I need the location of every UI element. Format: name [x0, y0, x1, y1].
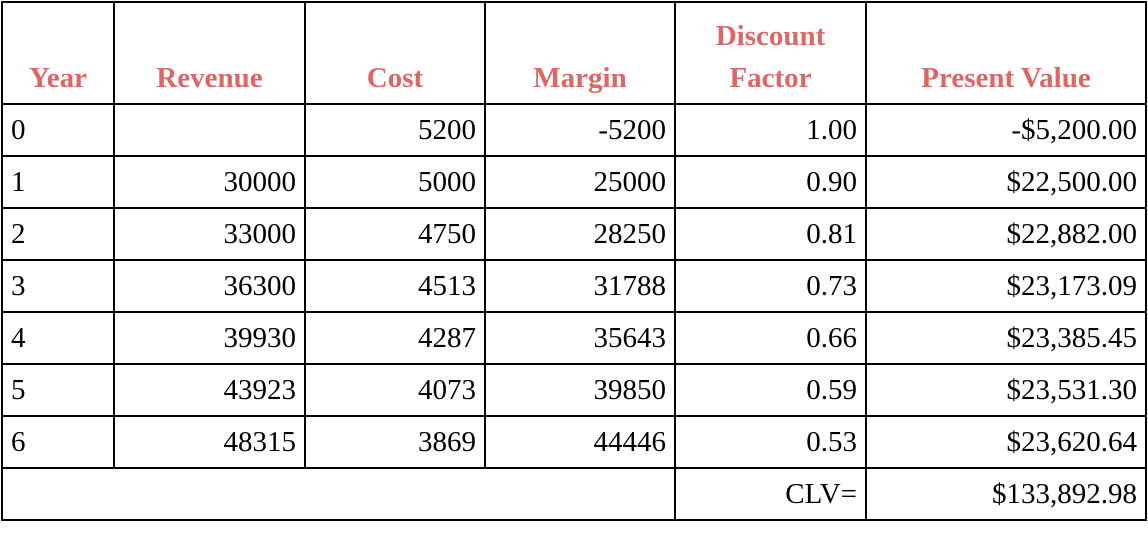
table-row: 6 48315 3869 44446 0.53 $23,620.64: [1, 415, 1147, 469]
table-cell: [113, 103, 306, 157]
table-cell: 30000: [113, 155, 306, 209]
total-label: CLV=: [674, 467, 867, 521]
table-cell: 0.81: [674, 207, 867, 261]
header-cell: Present Value: [865, 1, 1147, 105]
table-cell: 25000: [484, 155, 676, 209]
table-cell: 1: [1, 155, 115, 209]
table-cell: 4513: [304, 259, 486, 313]
table-row: 2 33000 4750 28250 0.81 $22,882.00: [1, 207, 1147, 261]
table-cell: 28250: [484, 207, 676, 261]
table-cell: $23,531.30: [865, 363, 1147, 417]
table-cell: $23,620.64: [865, 415, 1147, 469]
table-cell: 5200: [304, 103, 486, 157]
header-row: Year Revenue Cost Margin Discount Factor Pres…: [1, 1, 1147, 105]
table-cell: 0.59: [674, 363, 867, 417]
total-value: $133,892.98: [865, 467, 1147, 521]
table-cell: -$5,200.00: [865, 103, 1147, 157]
clv-table: Year Revenue Cost Margin Discount Factor Pres…: [1, 1, 1147, 521]
table-cell: 2: [1, 207, 115, 261]
total-row: CLV= $133,892.98: [1, 467, 1147, 521]
header-cell: Margin: [484, 1, 676, 105]
table-cell: 43923: [113, 363, 306, 417]
table-cell: 44446: [484, 415, 676, 469]
table-cell: 35643: [484, 311, 676, 365]
header-cell: Revenue: [113, 1, 306, 105]
table-cell: 0.66: [674, 311, 867, 365]
empty-cell: [1, 467, 676, 521]
table-row: 0 5200 -5200 1.00 -$5,200.00: [1, 103, 1147, 157]
table-cell: 48315: [113, 415, 306, 469]
header-cell: Discount Factor: [674, 1, 867, 105]
table-cell: 1.00: [674, 103, 867, 157]
table-cell: 0: [1, 103, 115, 157]
table-cell: $22,882.00: [865, 207, 1147, 261]
table-cell: 0.73: [674, 259, 867, 313]
table-cell: 36300: [113, 259, 306, 313]
header-cell: Cost: [304, 1, 486, 105]
table-cell: 0.90: [674, 155, 867, 209]
table-cell: 5000: [304, 155, 486, 209]
table-row: 1 30000 5000 25000 0.90 $22,500.00: [1, 155, 1147, 209]
table-cell: $23,173.09: [865, 259, 1147, 313]
table-row: 3 36300 4513 31788 0.73 $23,173.09: [1, 259, 1147, 313]
table-cell: 6: [1, 415, 115, 469]
header-cell: Year: [1, 1, 115, 105]
table-cell: $22,500.00: [865, 155, 1147, 209]
table-body: 0 5200 -5200 1.00 -$5,200.00 1 30000 5000 25000 0…: [1, 103, 1147, 521]
table-cell: 0.53: [674, 415, 867, 469]
table-row: 4 39930 4287 35643 0.66 $23,385.45: [1, 311, 1147, 365]
table-cell: 33000: [113, 207, 306, 261]
table-cell: 4: [1, 311, 115, 365]
table-cell: 4073: [304, 363, 486, 417]
table-cell: 3: [1, 259, 115, 313]
table-cell: 31788: [484, 259, 676, 313]
table-cell: 3869: [304, 415, 486, 469]
table-cell: 4750: [304, 207, 486, 261]
table-cell: 39850: [484, 363, 676, 417]
table-cell: $23,385.45: [865, 311, 1147, 365]
table-row: 5 43923 4073 39850 0.59 $23,531.30: [1, 363, 1147, 417]
table-cell: 5: [1, 363, 115, 417]
table-cell: 4287: [304, 311, 486, 365]
table-cell: -5200: [484, 103, 676, 157]
table-cell: 39930: [113, 311, 306, 365]
